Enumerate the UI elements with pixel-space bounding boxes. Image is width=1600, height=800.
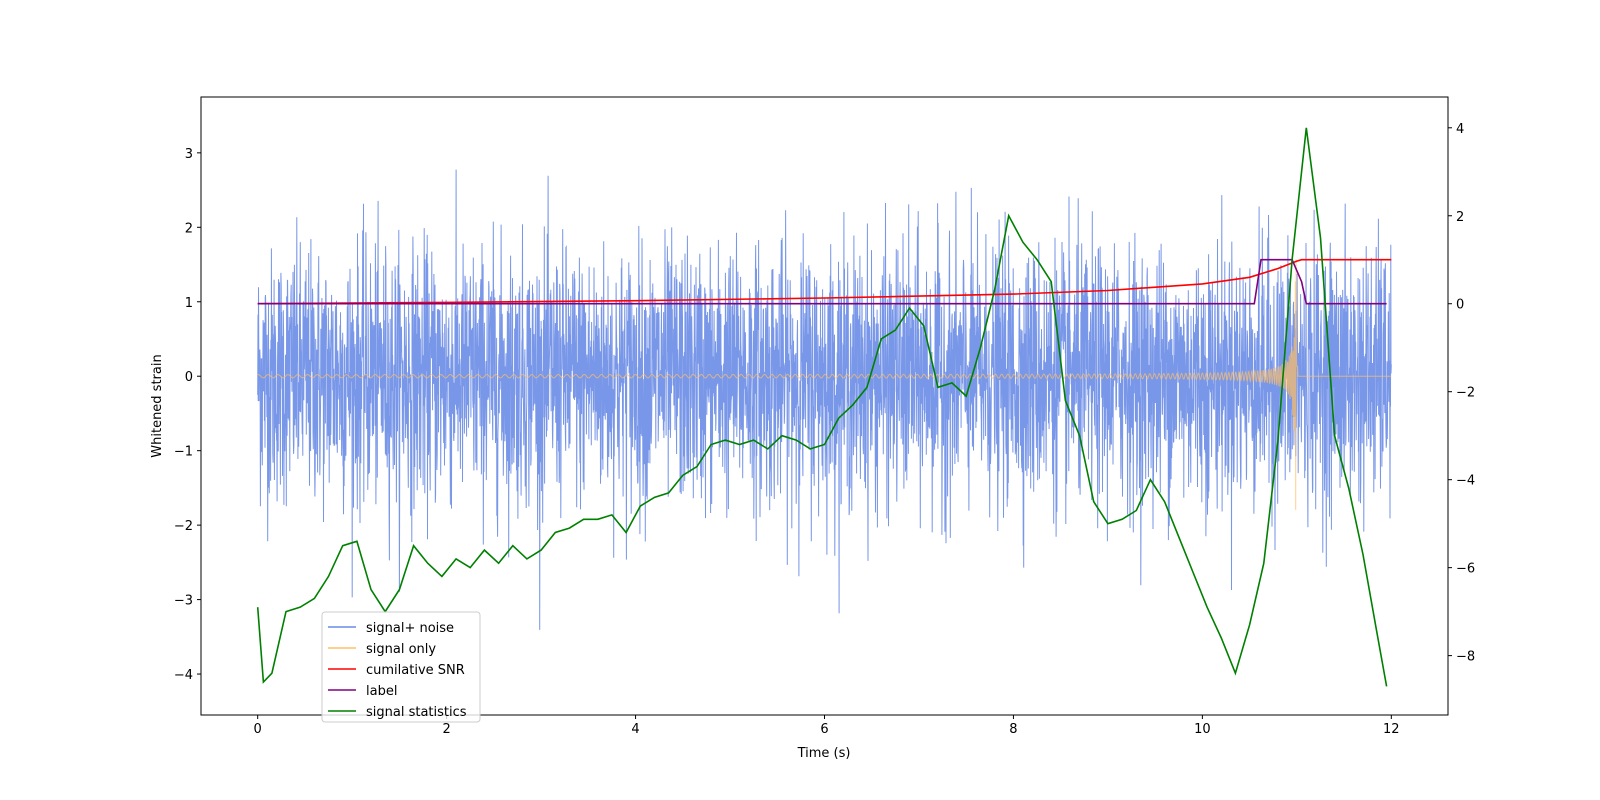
legend-label-4: signal statistics: [366, 705, 467, 720]
legend-label-0: signal+ noise: [366, 621, 454, 636]
x-tick-label-5: 10: [1194, 722, 1211, 737]
y-tick-label-5: 1: [185, 296, 193, 311]
y-tick-label-3: −1: [174, 445, 193, 460]
legend-label-2: cumilative SNR: [366, 663, 465, 678]
x-tick-label-0: 0: [254, 722, 262, 737]
x-tick-label-4: 8: [1009, 722, 1017, 737]
y2-tick-label-3: −2: [1456, 386, 1475, 401]
plot-area: [256, 127, 1392, 687]
signal-only-series: [257, 259, 1392, 511]
signal-noise-line: [257, 169, 1392, 630]
y-tick-label-2: −2: [174, 519, 193, 534]
signal-only-line: [257, 259, 1392, 511]
x-tick-label-3: 6: [820, 722, 828, 737]
y2-tick-label-2: −4: [1456, 474, 1475, 489]
legend-label-3: label: [366, 684, 397, 699]
x-tick-label-2: 4: [631, 722, 639, 737]
y-axis-left: −4 −3 −2 −1 0 1 2 3: [174, 147, 201, 683]
legend-box: [321, 611, 481, 723]
y2-tick-label-1: −6: [1456, 562, 1475, 577]
cumilative-snr-line: [257, 258, 1392, 305]
signal-noise-series: [257, 169, 1392, 630]
y-tick-label-0: −4: [174, 668, 193, 683]
x-tick-label-6: 12: [1383, 722, 1400, 737]
y-tick-label-1: −3: [174, 594, 193, 609]
y-tick-label-4: 0: [185, 370, 193, 385]
signal-statistics-line: [256, 127, 1388, 687]
y2-tick-label-0: −8: [1456, 650, 1475, 665]
legend-label-1: signal only: [366, 642, 436, 657]
y-axis-right: −8 −6 −4 −2 0 2 4: [1448, 122, 1475, 665]
y-tick-label-6: 2: [185, 221, 193, 236]
y2-tick-label-6: 4: [1456, 122, 1464, 137]
x-tick-label-1: 2: [442, 722, 450, 737]
y-axis-label: Whitened strain: [150, 354, 165, 457]
y2-tick-label-5: 2: [1456, 210, 1464, 225]
y2-tick-label-4: 0: [1456, 298, 1464, 313]
legend: signal+ noise signal only cumilative SNR la…: [321, 611, 481, 723]
right-axis-series: [256, 127, 1392, 687]
x-axis-label: Time (s): [797, 746, 851, 761]
y-tick-label-7: 3: [185, 147, 193, 162]
